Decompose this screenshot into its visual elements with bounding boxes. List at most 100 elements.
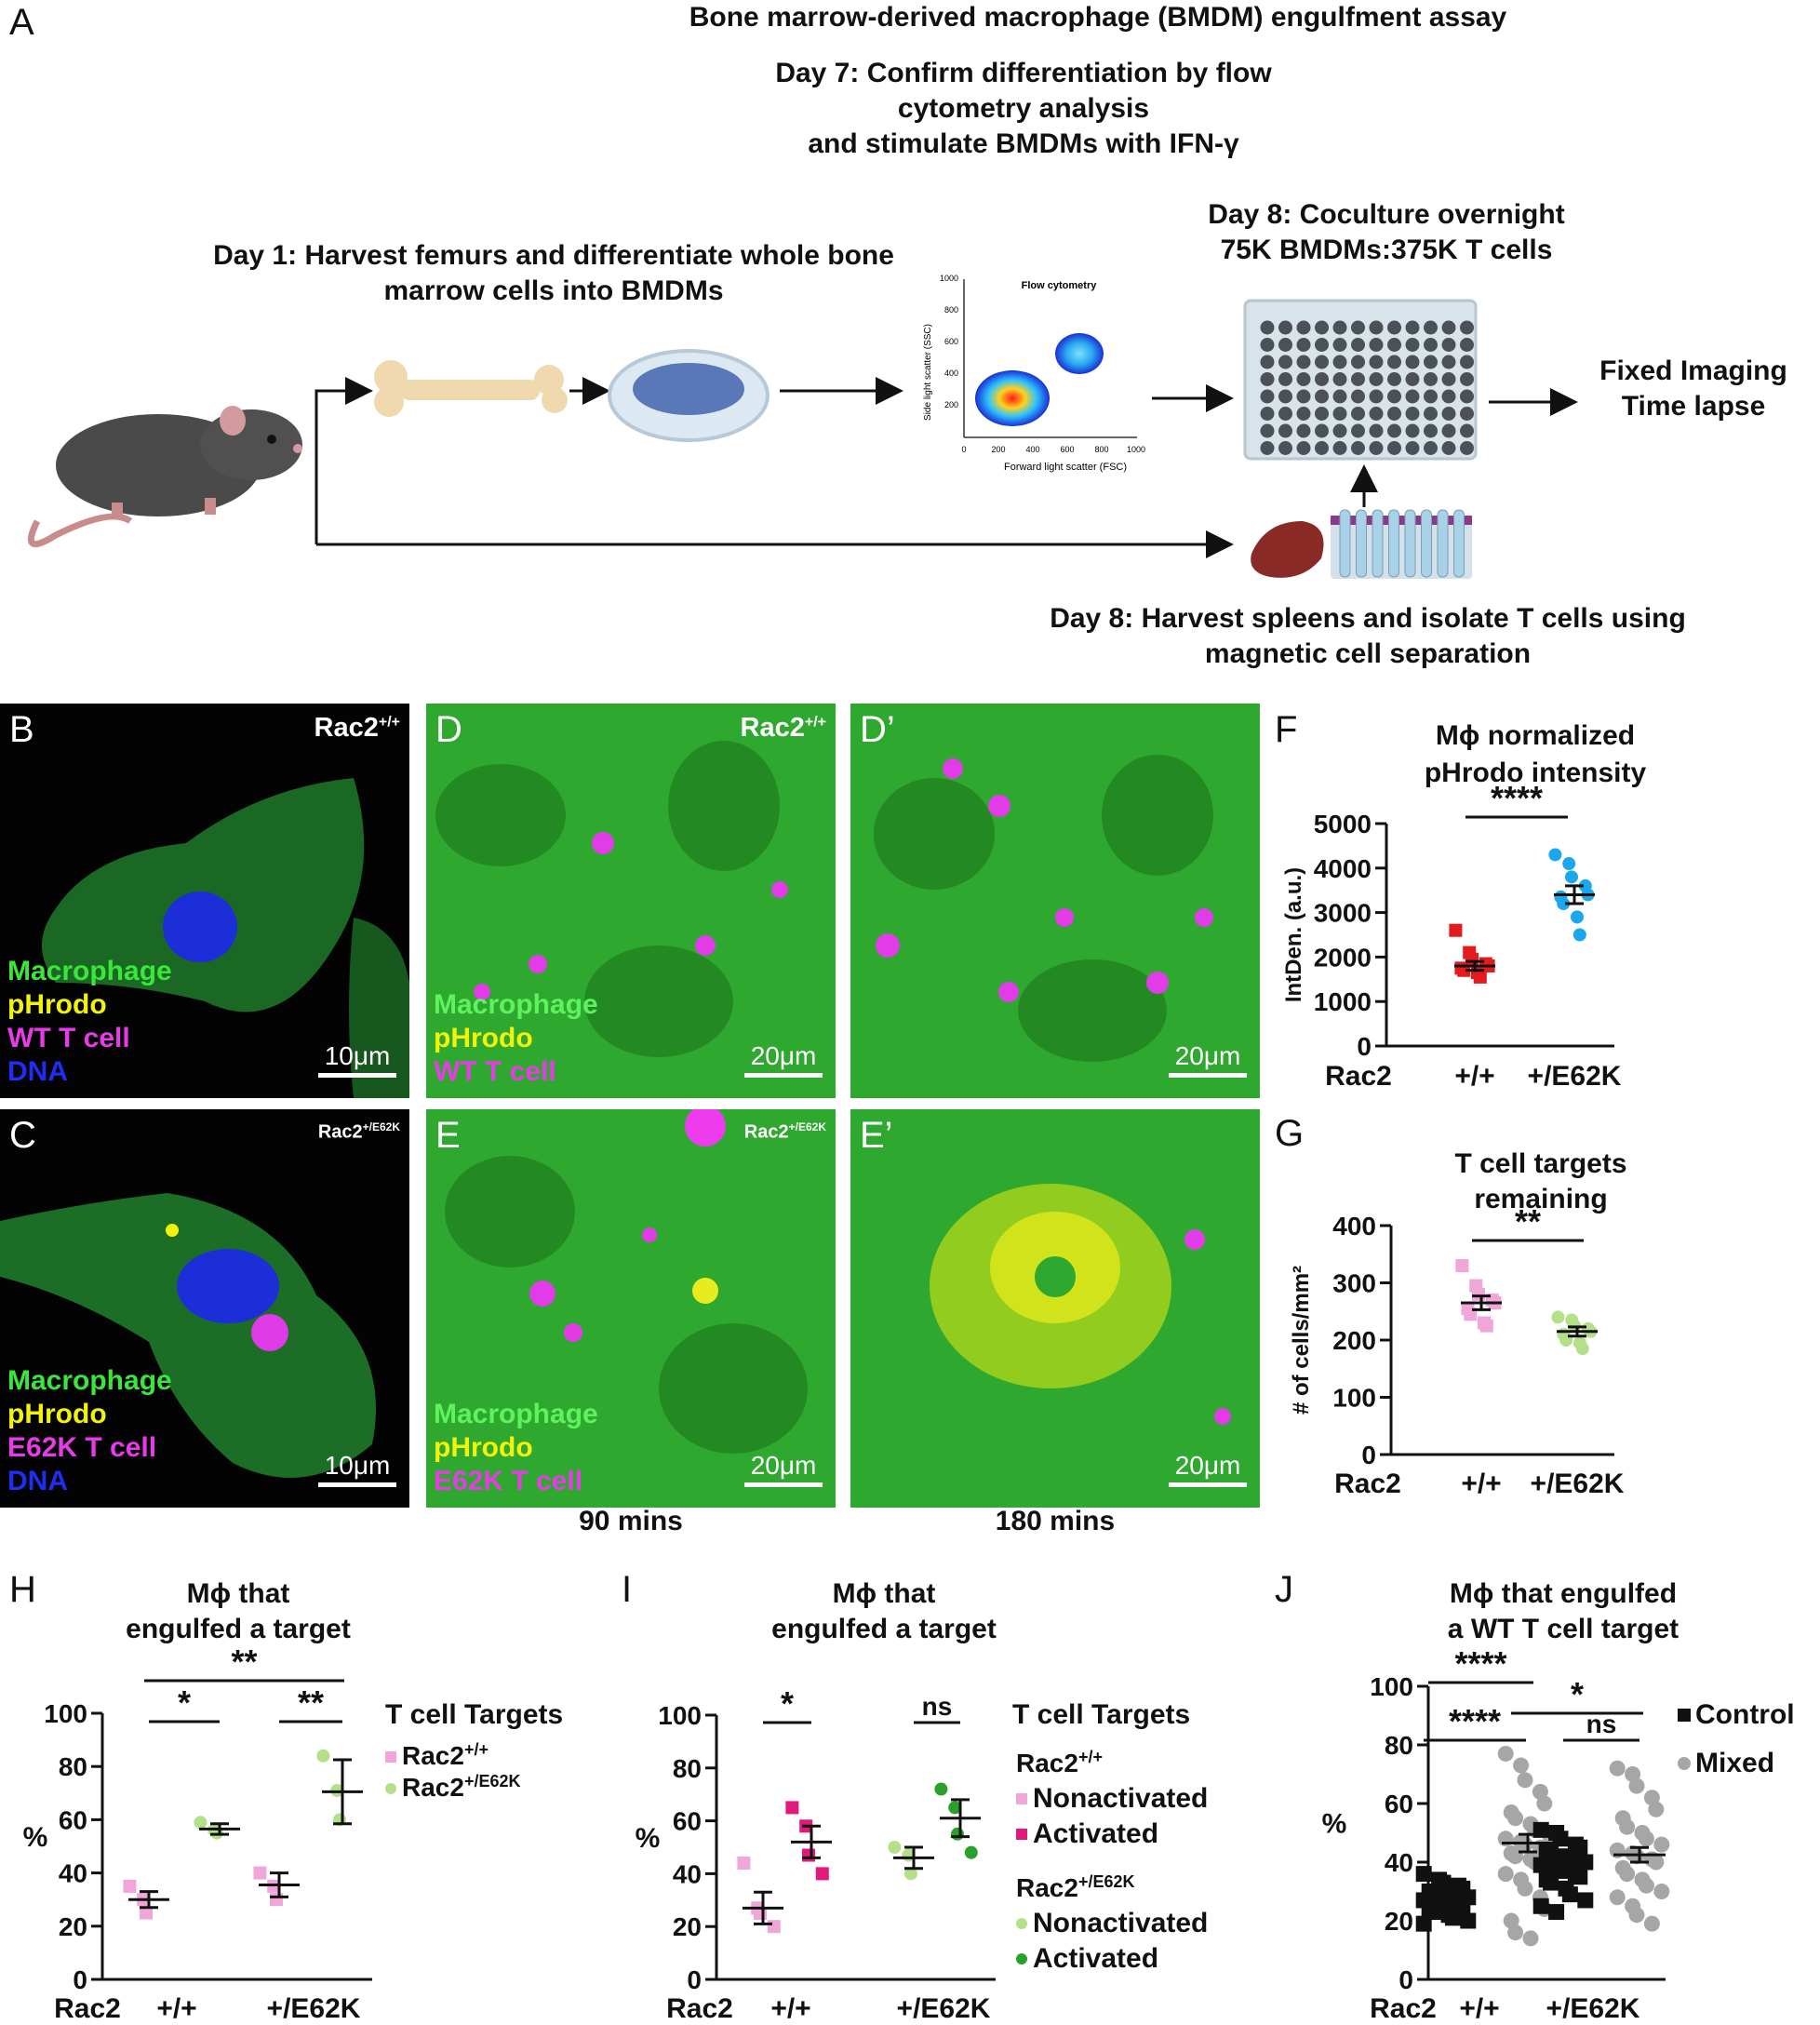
plate-well [1315,320,1329,335]
plate-well [1260,320,1275,335]
plate-well [1369,423,1384,438]
tube [1372,509,1384,578]
y-tick-label: 20 [673,1912,702,1941]
y-tick-label: 40 [59,1859,87,1888]
plate-well [1405,372,1420,386]
micrograph-d: D Rac2+/+ Macrophage pHrodo WT T cell 20μ… [426,704,836,1098]
scale-bar-d-prime: 20μm [1169,1041,1247,1078]
chart-title: Mϕ that engulfed [1450,1578,1677,1609]
chart-title: Mϕ normalized [1436,720,1635,751]
micrograph-c: C Rac2+/E62K Macrophage pHrodo E62K T cel… [0,1109,409,1508]
plate-well [1460,320,1474,335]
data-point [1415,1866,1432,1883]
plate-well [1405,355,1420,369]
tube [1388,509,1399,578]
plate-well [1296,441,1311,455]
data-point [1507,1924,1524,1941]
genotype-label-c: Rac2+/E62K [317,1120,400,1143]
legend-title: T cell Targets [385,1699,563,1730]
svg-text:0: 0 [961,445,966,454]
plate-well [1332,389,1347,404]
panel-label-d: D [435,709,462,750]
data-point [1628,1777,1645,1794]
data-point [767,1920,781,1934]
legend-marker [1016,1918,1027,1929]
plate-well [1424,355,1438,369]
data-point [1628,1907,1645,1924]
panel-label-j: J [1275,1569,1293,1610]
data-point [1479,1319,1493,1333]
spleen-icon [1251,521,1324,578]
day1-text: Day 1: Harvest femurs and differentiate … [213,240,894,306]
plate-well [1405,320,1420,335]
group-label: +/+ [1459,1993,1499,2024]
data-point [1551,1310,1565,1324]
data-point [964,1845,978,1859]
plate-well [1460,355,1474,369]
legend-marker [1016,1793,1027,1804]
plate-well [1315,338,1329,352]
time-label-180: 180 mins [995,1506,1116,1536]
data-point [1571,910,1584,924]
svg-text:800: 800 [944,305,958,315]
y-tick-label: 3000 [1314,899,1372,928]
plate-well [1332,355,1347,369]
data-point [951,1827,964,1841]
data-point [1548,1904,1565,1921]
plate-well [1315,407,1329,421]
day7-text: Day 7: Confirm differentiation by flow cy… [775,58,1272,159]
panel-a-schematic: Flow cytometry Forward light scatter (FS… [27,274,1578,579]
chart-j: Mϕ that engulfed a WT T cell target 0 20 40 6… [1322,1578,1795,2024]
micrograph-e: E Rac2+/E62K Macrophage pHrodo E62K T cel… [426,1109,836,1508]
chart-h: Mϕ that engulfed a target 0 20 40 60 80 100% Rac… [23,1578,564,2024]
plate-well [1260,355,1275,369]
plate-well [1424,423,1438,438]
plate-well [1332,423,1347,438]
plate-well [1405,423,1420,438]
y-tick-label: 80 [59,1752,87,1781]
legend-c: Macrophage pHrodo E62K T cell DNA [7,1365,172,1496]
plate-well [1387,423,1401,438]
plate-well [1424,441,1438,455]
data-point [1552,1831,1569,1847]
scale-bar-e-prime: 20μm [1169,1451,1247,1487]
plate-well [1296,389,1311,404]
plate-well [1405,338,1420,352]
data-point [316,1749,330,1763]
tube [1421,509,1432,578]
data-point [1532,1821,1549,1838]
assay-title: Bone marrow-derived macrophage (BMDM) en… [689,2,1507,33]
plate-well [1260,423,1275,438]
plate-well [1315,423,1329,438]
x-axis-label: Rac2 [666,1993,733,2024]
significance-label: * [178,1683,191,1722]
panel-label-h: H [9,1569,36,1610]
legend-marker [1678,1757,1691,1770]
plate-well [1278,423,1292,438]
y-tick-label: 20 [1385,1907,1413,1936]
data-point [1653,1836,1670,1853]
plate-well [1369,338,1384,352]
data-point [1449,923,1463,937]
category-label: +/E62K [1528,1061,1622,1092]
data-point [270,1893,283,1907]
plate-well [1460,372,1474,386]
data-point [1609,1760,1626,1777]
plate-well [1387,372,1401,386]
x-axis-label: Rac2 [54,1993,121,2024]
data-point [253,1866,267,1880]
x-axis-label: Rac2 [1370,1993,1437,2024]
y-tick-label: 1000 [1314,987,1372,1016]
plate-well [1278,407,1292,421]
plate-well [1296,372,1311,386]
plate-well [1441,338,1456,352]
plate-well [1332,407,1347,421]
data-point [904,1867,917,1881]
plate-well [1296,407,1311,421]
plate-well [1387,338,1401,352]
data-point [1460,1912,1477,1929]
plate-well [1332,372,1347,386]
genotype-label-d: Rac2+/+ [740,713,826,743]
y-tick-label: 5000 [1314,810,1372,838]
chart-i: Mϕ that engulfed a target 0 20 40 60 80 100% Rac… [636,1578,1209,2024]
